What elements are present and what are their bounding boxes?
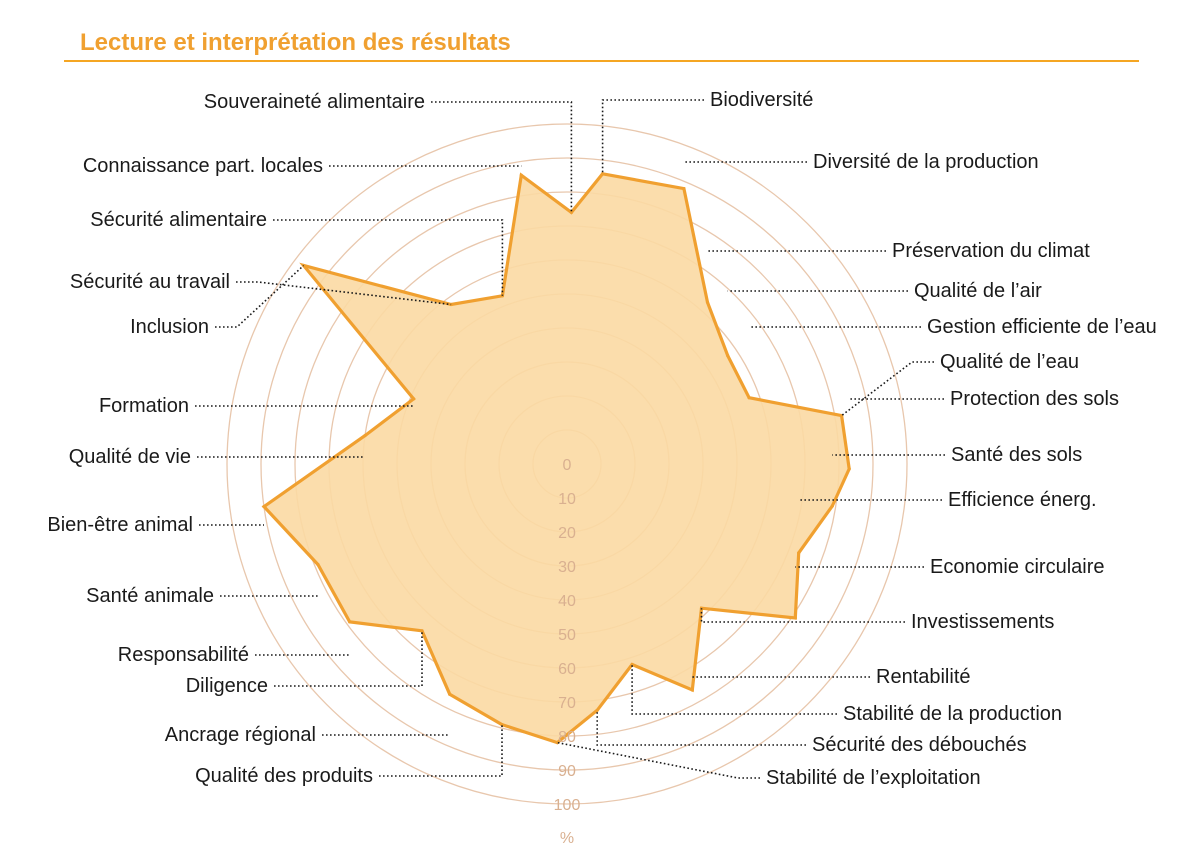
tick-label-70: 70 xyxy=(558,695,576,712)
axis-label-18: Diligence xyxy=(186,675,268,697)
leader-lines xyxy=(195,99,945,779)
leader-line-1 xyxy=(601,99,704,174)
grid-ring-100 xyxy=(226,123,908,805)
leader-line-16 xyxy=(379,724,503,777)
axis-label-4: Qualité de l’air xyxy=(914,280,1042,302)
leader-line-6 xyxy=(841,361,934,417)
data-point-28 xyxy=(569,210,574,214)
unit-label: % xyxy=(560,830,574,847)
data-point-27 xyxy=(519,173,523,177)
axis-label-22: Qualité de vie xyxy=(69,446,191,468)
data-point-10 xyxy=(793,616,797,620)
axis-label-27: Connaissance part. locales xyxy=(83,155,323,177)
tick-label-60: 60 xyxy=(558,661,576,678)
axis-label-15: Stabilité de l’exploitation xyxy=(766,767,981,789)
axis-label-2: Diversité de la production xyxy=(813,151,1039,173)
tick-label-80: 80 xyxy=(558,729,576,746)
axis-label-28: Souveraineté alimentaire xyxy=(204,91,425,113)
axis-label-25: Sécurité au travail xyxy=(70,271,230,293)
leader-line-15 xyxy=(557,741,760,779)
axis-label-5: Gestion efficiente de l’eau xyxy=(927,316,1157,338)
axis-label-6: Qualité de l’eau xyxy=(940,351,1079,373)
leader-line-26 xyxy=(273,219,504,296)
data-point-19 xyxy=(348,620,352,624)
axis-label-20: Santé animale xyxy=(86,585,214,607)
axis-label-21: Bien-être animal xyxy=(47,514,193,536)
data-point-12 xyxy=(690,688,694,692)
data-point-21 xyxy=(262,505,266,509)
tick-label-40: 40 xyxy=(558,593,576,610)
axis-label-16: Qualité des produits xyxy=(195,765,373,787)
tick-label-90: 90 xyxy=(558,763,576,780)
leader-line-11 xyxy=(700,608,905,623)
data-point-3 xyxy=(705,300,710,304)
data-point-22 xyxy=(363,434,367,438)
tick-label-30: 30 xyxy=(558,559,576,576)
axis-label-24: Inclusion xyxy=(130,316,209,338)
tick-label-20: 20 xyxy=(558,525,576,542)
axis-label-11: Investissements xyxy=(911,611,1054,633)
leader-line-28 xyxy=(431,101,573,213)
grid-ring-90 xyxy=(260,157,874,771)
tick-label-10: 10 xyxy=(558,491,576,508)
data-point-20 xyxy=(316,563,320,567)
data-point-1 xyxy=(601,172,605,176)
data-point-7 xyxy=(847,467,851,471)
data-point-23 xyxy=(412,397,416,401)
leader-line-18 xyxy=(274,630,423,687)
tick-label-0: 0 xyxy=(563,457,572,474)
axis-label-1: Biodiversité xyxy=(710,89,813,111)
axis-label-8: Santé des sols xyxy=(951,444,1082,466)
axis-label-23: Formation xyxy=(99,395,189,417)
data-point-5 xyxy=(747,396,751,400)
axis-label-14: Sécurité des débouchés xyxy=(812,734,1027,756)
radial-ticks: 0 10 20 30 40 50 60 70 80 90 100 xyxy=(554,457,581,814)
leader-line-13 xyxy=(631,664,837,715)
data-point-9 xyxy=(797,551,801,555)
axis-label-19: Responsabilité xyxy=(118,644,249,666)
axis-label-12: Rentabilité xyxy=(876,666,971,688)
axis-label-13: Stabilité de la production xyxy=(843,703,1062,725)
leader-line-14 xyxy=(596,710,806,746)
data-point-18 xyxy=(420,629,424,633)
axis-label-7: Protection des sols xyxy=(950,388,1119,410)
axis-labels: Biodiversité Diversité de la production Pr… xyxy=(47,89,1156,789)
axis-label-26: Sécurité alimentaire xyxy=(90,209,267,231)
data-point-8 xyxy=(830,504,834,508)
tick-label-100: 100 xyxy=(554,797,581,814)
axis-label-9: Efficience énerg. xyxy=(948,489,1097,511)
axis-label-17: Ancrage régional xyxy=(165,724,316,746)
series-polygon xyxy=(261,172,851,745)
data-point-17 xyxy=(448,692,452,696)
data-point-14 xyxy=(595,708,599,712)
radar-series xyxy=(261,172,851,745)
data-point-4 xyxy=(726,354,730,358)
section-title: Lecture et interprétation des résultats xyxy=(80,29,511,56)
axis-label-3: Préservation du climat xyxy=(892,240,1090,262)
tick-label-50: 50 xyxy=(558,627,576,644)
data-point-2 xyxy=(682,187,686,191)
axis-label-10: Economie circulaire xyxy=(930,556,1105,578)
